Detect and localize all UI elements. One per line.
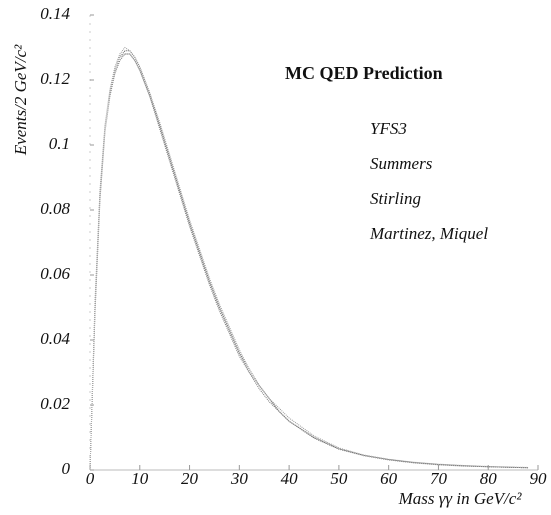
x-tick-label: 80 — [480, 469, 498, 488]
legend-label: Martinez, Miquel — [369, 224, 488, 243]
series-line — [89, 53, 529, 471]
x-tick-label: 90 — [530, 469, 548, 488]
x-tick-label: 50 — [330, 469, 348, 488]
x-tick-label: 60 — [380, 469, 398, 488]
series-line — [89, 53, 529, 471]
y-tick-label: 0.06 — [40, 264, 70, 283]
y-axis-label: Events/2 GeV/c² — [11, 44, 30, 156]
x-axis-label: Mass γγ in GeV/c² — [398, 489, 523, 508]
y-tick-label: 0.08 — [40, 199, 70, 218]
legend-label: YFS3 — [370, 119, 407, 138]
legend-label: Summers — [370, 154, 433, 173]
y-tick-label: 0.14 — [40, 4, 70, 23]
x-tick-label: 30 — [230, 469, 249, 488]
chart-title: MC QED Prediction — [285, 63, 443, 83]
x-tick-label: 40 — [281, 469, 299, 488]
legend-label: Stirling — [370, 189, 421, 208]
series-line — [89, 46, 529, 471]
series-line — [89, 50, 529, 471]
y-tick-label: 0.1 — [49, 134, 70, 153]
x-tick-label: 70 — [430, 469, 448, 488]
y-tick-label: 0.04 — [40, 329, 70, 348]
x-tick-label: 20 — [181, 469, 199, 488]
y-tick-label: 0.02 — [40, 394, 70, 413]
y-tick-label: 0 — [62, 459, 71, 478]
x-tick-label: 0 — [86, 469, 95, 488]
x-tick-label: 10 — [131, 469, 149, 488]
y-tick-label: 0.12 — [40, 69, 70, 88]
